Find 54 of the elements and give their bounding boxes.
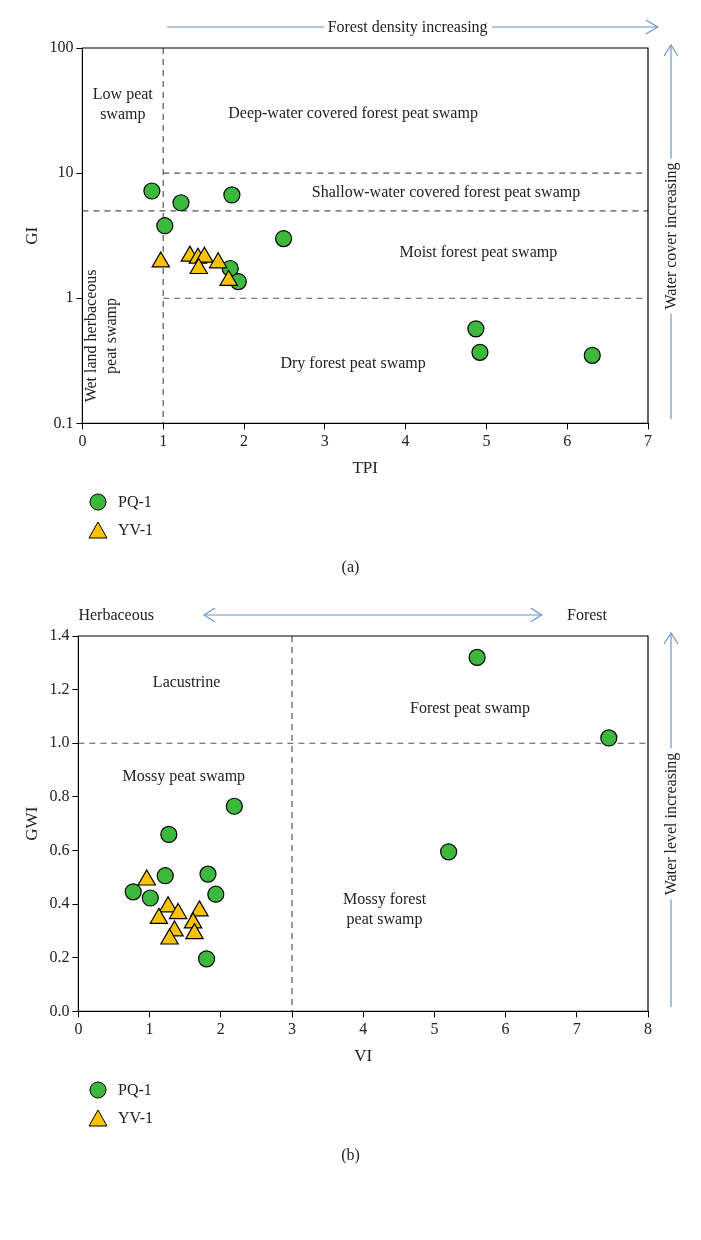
y-tick-label: 0.6 [49, 840, 70, 858]
x-tick-label: 3 [288, 1020, 296, 1038]
text: Water cover increasing [662, 158, 680, 314]
x-tick-label: 1 [159, 432, 168, 450]
x-tick-label: 6 [501, 1020, 510, 1038]
annotation: Low peat swamp [92, 85, 154, 124]
legend-label: YV-1 [118, 521, 153, 539]
x-tick-label: 4 [359, 1020, 368, 1038]
y-tick-label: 0.1 [53, 413, 74, 431]
x-tick-label: 0 [74, 1020, 83, 1038]
x-tick-label: 8 [644, 1020, 652, 1038]
annotation: Wet land herbaceous peat swamp [82, 269, 120, 403]
text: (a) [340, 558, 361, 576]
y-tick-label: 10 [57, 163, 74, 181]
y-tick-label: 1.4 [49, 626, 70, 644]
annotation: Lacustrine [152, 672, 221, 690]
annotation: Mossy peat swamp [122, 766, 246, 785]
y-tick-label: 1.0 [49, 733, 70, 751]
annotation: Shallow-water covered forest peat swamp [311, 182, 581, 201]
x-tick-label: 5 [430, 1020, 439, 1038]
text: Forest density increasing [323, 18, 492, 36]
legend-label: PQ-1 [118, 493, 152, 511]
annotation: Moist forest peat swamp [399, 243, 558, 262]
x-tick-label: 3 [320, 432, 329, 450]
x-tick-label: 0 [78, 432, 87, 450]
x-axis-title: TPI [352, 458, 379, 478]
y-tick-label: 0.8 [49, 787, 70, 805]
x-axis-title: VI [354, 1046, 373, 1066]
x-tick-label: 6 [563, 432, 572, 450]
x-tick-label: 7 [644, 432, 652, 450]
x-tick-label: 1 [145, 1020, 154, 1038]
text: (b) [340, 1146, 361, 1164]
y-tick-label: 0.4 [49, 894, 70, 912]
legend-label: YV-1 [118, 1109, 153, 1127]
x-tick-label: 7 [572, 1020, 581, 1038]
y-tick-label: 100 [49, 38, 74, 56]
x-tick-label: 5 [482, 432, 491, 450]
y-axis-title: GWI [21, 806, 41, 841]
annotation: Deep-water covered forest peat swamp [228, 103, 478, 122]
text: Herbaceous [74, 606, 158, 624]
y-tick-label: 1.2 [49, 679, 70, 697]
y-axis-title: GI [21, 226, 41, 245]
annotation: Forest peat swamp [410, 698, 530, 717]
legend-label: PQ-1 [118, 1081, 152, 1099]
text: Forest [563, 606, 611, 624]
annotation: Dry forest peat swamp [280, 353, 426, 372]
y-tick-label: 0.0 [49, 1001, 70, 1019]
annotation: Mossy forest peat swamp [343, 889, 427, 928]
text: Water level increasing [662, 748, 680, 900]
y-tick-label: 0.2 [49, 947, 70, 965]
x-tick-label: 4 [401, 432, 410, 450]
y-tick-label: 1 [65, 288, 74, 306]
x-tick-label: 2 [216, 1020, 225, 1038]
x-tick-label: 2 [240, 432, 248, 450]
